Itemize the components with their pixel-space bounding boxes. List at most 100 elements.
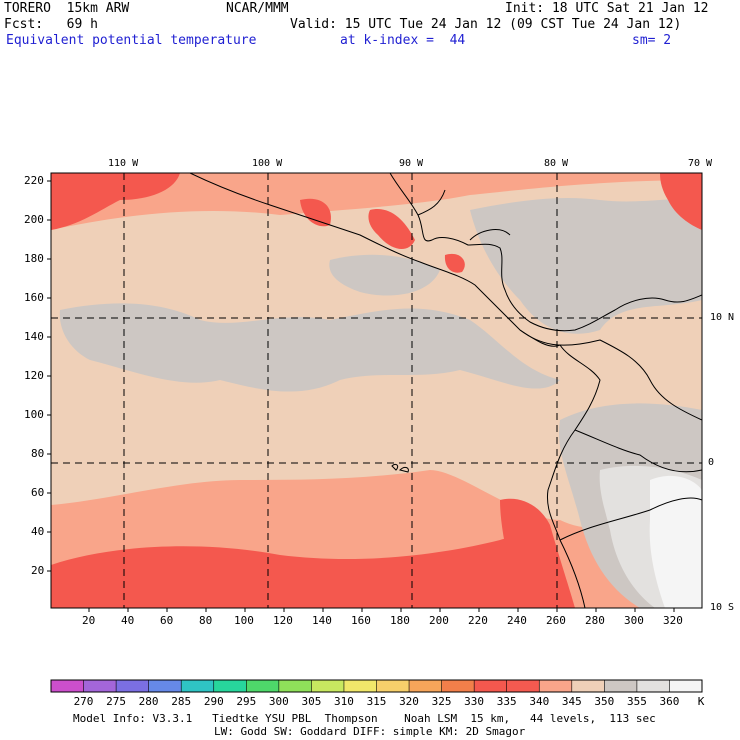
colorbar-label: 280 <box>138 695 159 708</box>
colorbar-label: 350 <box>594 695 615 708</box>
valid-time: Valid: 15 UTC Tue 24 Jan 12 (09 CST Tue … <box>290 17 682 32</box>
colorbar-label: 340 <box>529 695 550 708</box>
lon-label-100w: 100 W <box>252 158 283 169</box>
colorbar-swatch <box>474 680 507 692</box>
x-tick-label: 320 <box>663 614 683 627</box>
colorbar-label: 325 <box>431 695 452 708</box>
colorbar-label: 285 <box>171 695 192 708</box>
colorbar-swatch <box>213 680 247 692</box>
colorbar-label: 355 <box>626 695 647 708</box>
colorbar-label: 315 <box>366 695 387 708</box>
colorbar-label: 310 <box>333 695 354 708</box>
colorbar-label: 290 <box>203 695 224 708</box>
init-time: Init: 18 UTC Sat 21 Jan 12 <box>505 1 709 16</box>
y-tick-label: 120 <box>24 369 44 382</box>
field-shading <box>51 173 702 608</box>
org-label: NCAR/MMM <box>226 1 289 16</box>
shade-335-nw <box>51 173 180 230</box>
colorbar-swatch <box>278 680 312 692</box>
colorbar-swatch <box>343 680 377 692</box>
colorbar <box>50 679 703 693</box>
colorbar-label: 330 <box>464 695 485 708</box>
axis-ticks <box>47 180 675 612</box>
x-tick-label: 300 <box>624 614 644 627</box>
y-tick-label: 160 <box>24 291 44 304</box>
colorbar-label: 305 <box>301 695 322 708</box>
lat-label-10s: 10 S <box>710 602 735 613</box>
y-tick-label: 200 <box>24 213 44 226</box>
colorbar-swatch <box>669 680 703 692</box>
x-tick-label: 140 <box>312 614 332 627</box>
colorbar-swatch <box>376 680 410 692</box>
colorbar-label: 295 <box>236 695 257 708</box>
x-tick-label: 40 <box>121 614 135 627</box>
lat-label-10n: 10 N <box>710 312 735 323</box>
colorbar-swatch <box>148 680 182 692</box>
colorbar-swatch <box>506 680 540 692</box>
x-tick-label: 20 <box>82 614 96 627</box>
colorbar-unit: K <box>697 695 705 708</box>
colorbar-label: 360 <box>659 695 680 708</box>
shade-360 <box>649 475 702 608</box>
y-tick-label: 100 <box>24 408 44 421</box>
coast-pacific-central-america <box>189 173 561 347</box>
y-tick-label: 60 <box>31 486 45 499</box>
colorbar-swatch <box>636 680 670 692</box>
x-tick-label: 100 <box>234 614 254 627</box>
y-tick-label: 140 <box>24 330 44 343</box>
colorbar-label: 335 <box>496 695 517 708</box>
colorbar-swatch <box>409 680 442 692</box>
colorbar-label: 300 <box>268 695 289 708</box>
x-tick-label: 280 <box>585 614 605 627</box>
model-info-line2: LW: Godd SW: Goddard DIFF: simple KM: 2D… <box>214 725 526 738</box>
colorbar-swatch <box>441 680 475 692</box>
galapagos-islands <box>391 463 409 473</box>
y-tick-label: 20 <box>31 564 45 577</box>
x-tick-label: 160 <box>351 614 371 627</box>
lat-label-0: 0 <box>708 457 715 468</box>
colorbar-swatch <box>604 680 638 692</box>
colorbar-label: 275 <box>106 695 127 708</box>
shade-335-peru <box>500 498 575 608</box>
shade-350-caribbean <box>470 198 702 334</box>
shade-335-ne <box>660 173 702 230</box>
colorbar-swatch <box>83 680 117 692</box>
y-tick-label: 40 <box>31 525 45 538</box>
lon-label-110w: 110 W <box>108 158 139 169</box>
coast-caribbean <box>389 173 702 332</box>
x-tick-label: 60 <box>160 614 174 627</box>
colorbar-swatch <box>116 680 149 692</box>
shade-335-south <box>51 537 575 608</box>
colorbar-swatch <box>571 680 605 692</box>
shade-350-band <box>59 303 560 392</box>
colorbar-swatch <box>181 680 215 692</box>
lon-label-70w: 70 W <box>688 158 713 169</box>
colorbar-label: 320 <box>399 695 419 708</box>
smoothing-label: sm= 2 <box>632 33 672 48</box>
lon-label-90w: 90 W <box>399 158 424 169</box>
shade-335-mexico <box>300 198 331 227</box>
graticule <box>51 173 702 608</box>
colorbar-swatch <box>311 680 345 692</box>
colorbar-label: 270 <box>73 695 94 708</box>
y-tick-label: 180 <box>24 252 44 265</box>
x-tick-label: 240 <box>507 614 527 627</box>
model-title: TORERO 15km ARW <box>4 1 130 16</box>
level-label: at k-index = 44 <box>340 33 466 48</box>
colorbar-swatch <box>539 680 573 692</box>
y-tick-label: 80 <box>31 447 45 460</box>
forecast-hour: Fcst: 69 h <box>4 17 98 32</box>
x-tick-label: 220 <box>468 614 488 627</box>
colorbar-swatch <box>51 680 84 692</box>
x-tick-label: 120 <box>273 614 293 627</box>
x-tick-label: 80 <box>199 614 213 627</box>
borders <box>417 189 702 541</box>
shade-335-guatemala <box>368 209 415 250</box>
lon-label-80w: 80 W <box>544 158 569 169</box>
y-tick-label: 220 <box>24 174 44 187</box>
field-name: Equivalent potential temperature <box>6 33 257 48</box>
x-tick-label: 200 <box>429 614 449 627</box>
shade-335-honduras <box>444 253 465 273</box>
colorbar-swatch <box>246 680 280 692</box>
